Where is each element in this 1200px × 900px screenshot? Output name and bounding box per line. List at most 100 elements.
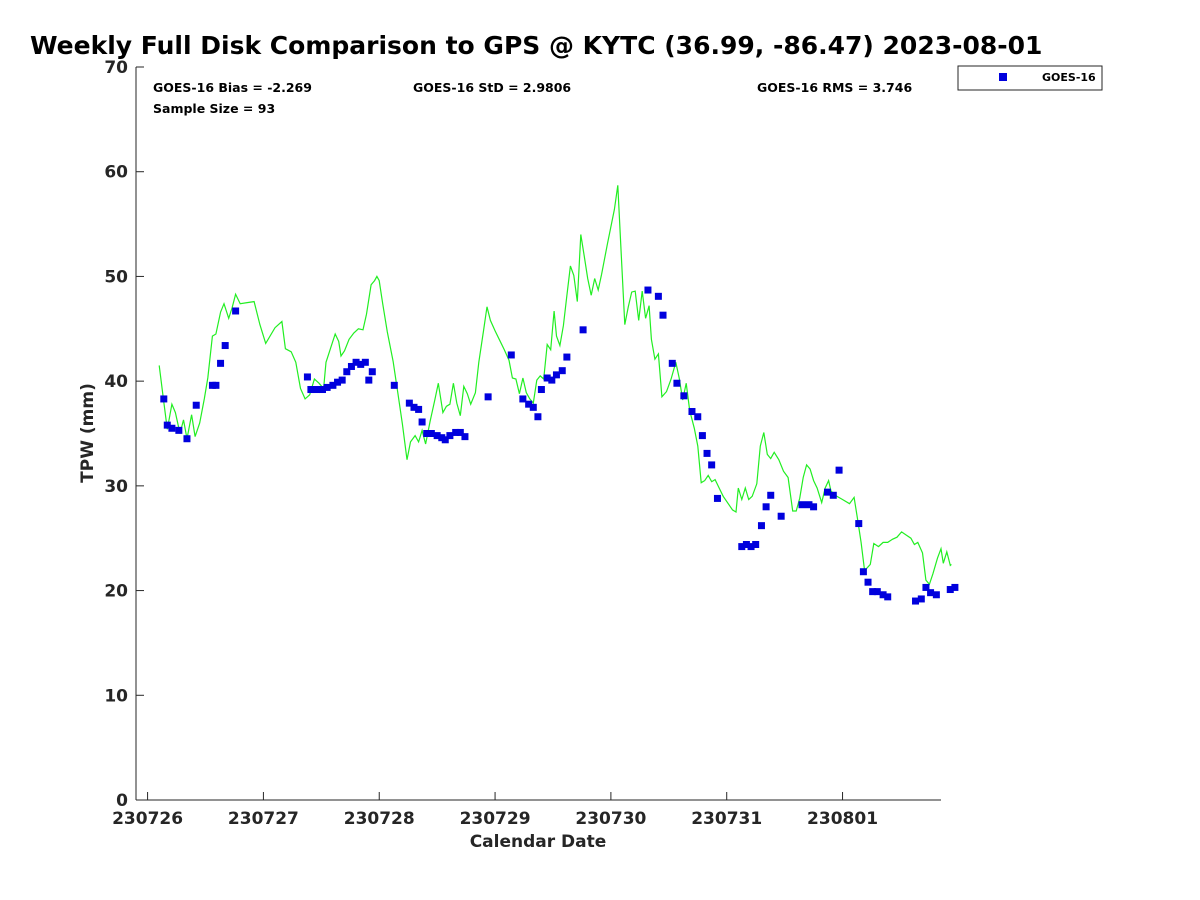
goes-data-point [313,386,321,394]
goes-data-point [823,488,831,496]
goes-data-point [742,540,750,548]
goes-data-point [673,379,681,387]
goes-data-point [163,421,171,429]
goes-data-point [365,376,373,384]
goes-data-point [452,428,460,436]
y-tick-label: 0 [116,791,128,811]
goes-data-point [859,568,867,576]
goes-data-point [484,393,492,401]
goes-data-point [680,392,688,400]
goes-data-point [864,578,872,586]
goes-data-point [507,351,515,359]
goes-data-point [552,371,560,379]
goes-data-point [884,593,892,601]
goes-data-point [525,400,533,408]
y-tick-label: 10 [104,686,128,706]
bias-stat: GOES-16 Bias = -2.269 [153,80,312,95]
x-axis-label: Calendar Date [470,832,607,852]
legend: GOES-16 [957,65,1103,91]
plot-area [135,67,941,801]
gps-series [158,185,952,586]
goes-series [160,286,959,605]
goes-data-point [694,413,702,421]
goes-data-point [543,374,551,382]
goes-data-point [423,430,431,437]
goes-data-point [221,342,229,350]
goes-data-point [698,432,706,440]
goes-data-point [810,503,818,511]
x-ticks: 230726 230727 230728 230729 230730 230731 2308… [112,792,878,829]
goes-data-point [922,583,930,591]
y-tick-label: 70 [104,58,128,78]
goes-data-point [368,368,376,376]
goes-data-point [318,386,326,394]
y-tick-label: 60 [104,163,128,183]
sample-size-stat: Sample Size = 93 [153,101,275,116]
goes-data-point [160,395,168,403]
goes-data-point [873,588,881,596]
y-tick-label: 30 [104,477,128,497]
goes-data-point [537,386,545,394]
y-axis-label: TPW (mm) [78,383,98,483]
rms-stat: GOES-16 RMS = 3.746 [757,80,912,95]
goes-data-point [762,503,770,511]
goes-data-point [738,543,746,551]
goes-data-point [347,362,355,370]
goes-data-point [668,359,676,367]
goes-data-point [405,399,413,407]
goes-data-point [855,520,863,528]
goes-data-point [713,494,721,502]
goes-data-point [456,428,464,436]
goes-data-point [951,583,959,591]
goes-data-point [418,418,426,426]
goes-data-point [192,401,200,409]
goes-data-point [688,408,696,416]
goes-data-point [323,383,331,391]
y-ticks: 0 10 20 30 40 50 60 70 [104,58,144,811]
x-tick-label: 230729 [460,809,531,829]
goes-data-point [329,381,337,389]
std-stat: GOES-16 StD = 2.9806 [413,80,571,95]
x-tick-label: 230730 [575,809,646,829]
goes-data-point [446,432,454,440]
goes-data-point [217,359,225,367]
gps-series-line [158,185,952,586]
goes-data-point [703,449,711,457]
goes-data-point [659,311,667,319]
goes-data-point [563,353,571,361]
goes-data-point [433,432,441,440]
goes-data-point [708,461,716,469]
goes-data-point [410,403,418,411]
goes-data-point [829,491,837,499]
x-tick-label: 230731 [691,809,762,829]
y-tick-label: 20 [104,582,128,602]
goes-data-point [519,395,527,403]
goes-data-point [805,501,813,509]
goes-data-point [747,543,755,551]
goes-data-point [798,501,806,509]
goes-data-point [232,307,240,315]
goes-data-point [752,540,760,548]
goes-data-point [558,367,566,375]
goes-data-point [461,433,469,441]
goes-data-point [777,512,785,520]
goes-data-point [334,378,342,386]
x-tick-label: 230727 [228,809,299,829]
y-tick-label: 40 [104,372,128,392]
goes-data-point [175,426,183,434]
goes-data-point [529,403,537,411]
goes-data-point [303,373,311,381]
goes-data-point [579,326,587,334]
goes-data-point [869,588,877,596]
goes-data-point [946,586,954,594]
goes-data-point [835,466,843,474]
goes-data-point [352,358,360,366]
goes-data-point [912,597,920,605]
goes-data-point [415,405,423,413]
goes-data-point [343,368,351,376]
goes-data-point [917,595,925,603]
goes-data-point [183,435,191,443]
x-tick-label: 230726 [112,809,183,829]
goes-data-point [932,591,940,599]
goes-data-point [757,522,765,530]
